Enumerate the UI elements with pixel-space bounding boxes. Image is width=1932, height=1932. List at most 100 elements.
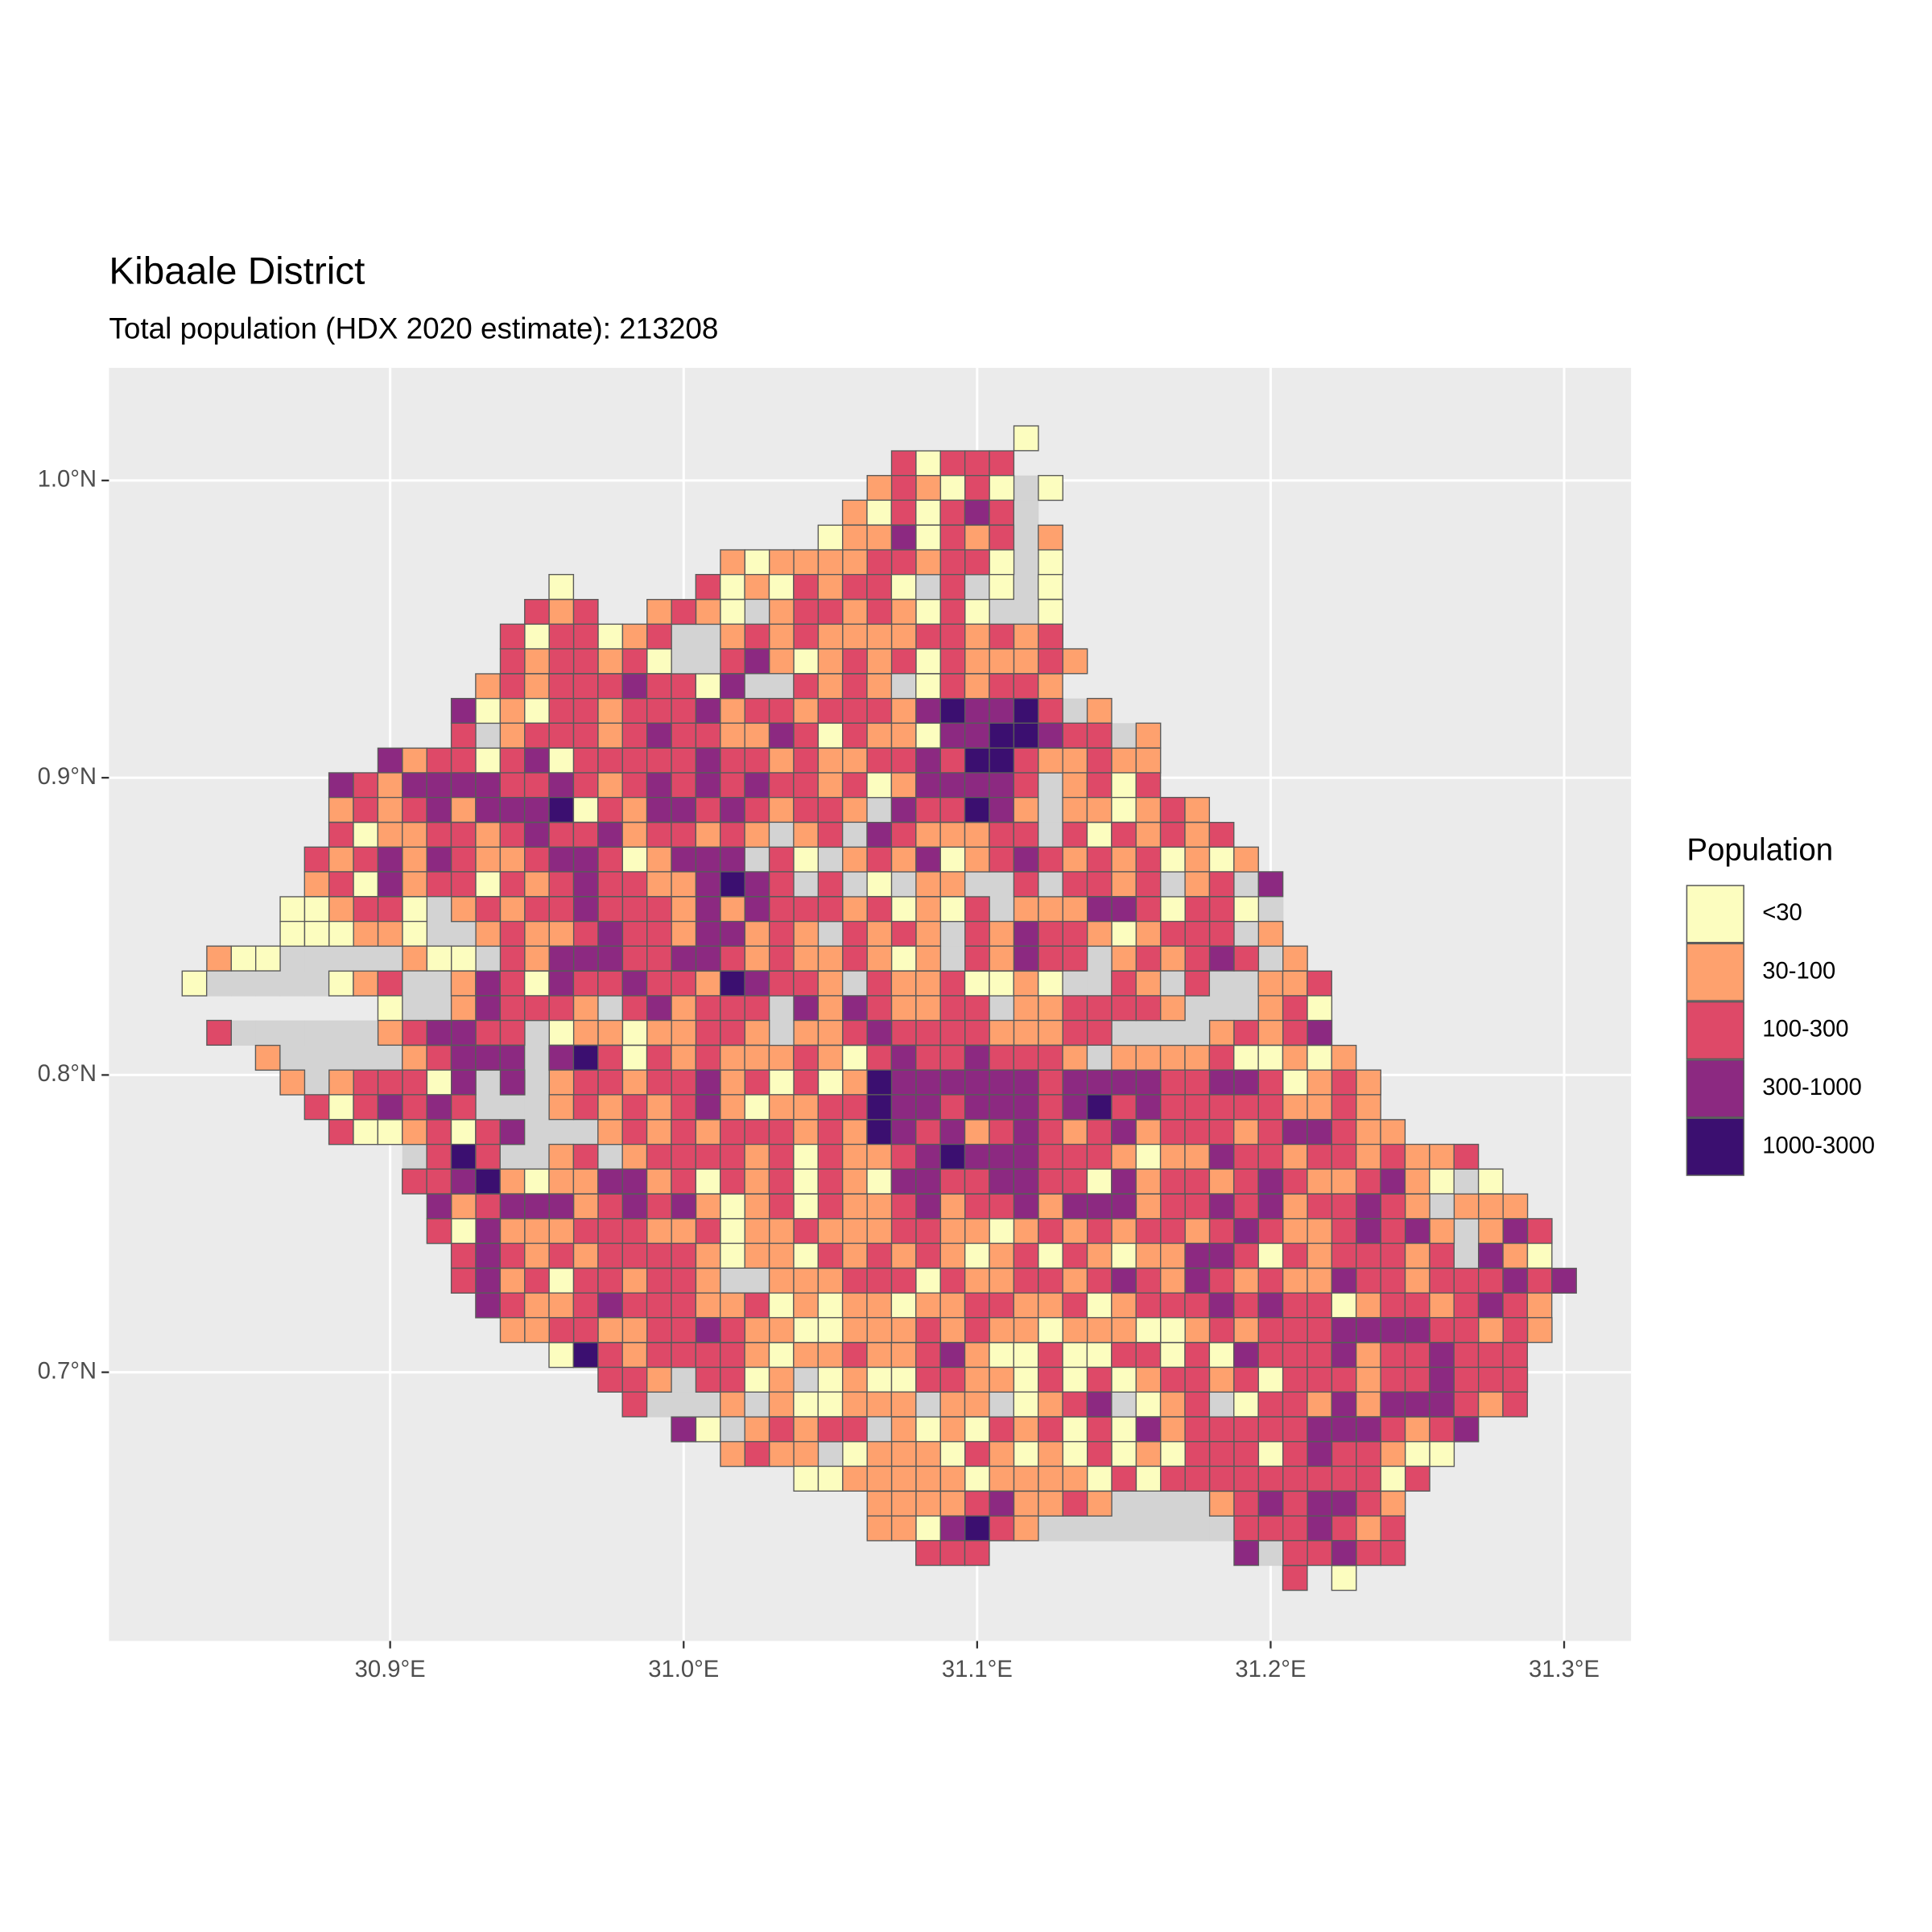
no-data-cell [915, 1392, 941, 1418]
population-cell [695, 1019, 721, 1046]
no-data-cell [206, 971, 232, 997]
population-cell [939, 1044, 966, 1071]
population-cell [1013, 1143, 1039, 1170]
population-cell [377, 1019, 403, 1046]
population-cell [964, 599, 990, 625]
no-data-cell [524, 1119, 550, 1146]
population-cell [1062, 1391, 1088, 1418]
population-cell [842, 896, 868, 923]
population-cell [695, 1143, 721, 1170]
population-cell [817, 1168, 844, 1195]
population-cell [1086, 1441, 1113, 1468]
legend-swatch [1686, 1059, 1744, 1118]
population-cell [1380, 1317, 1406, 1344]
no-data-cell [353, 946, 379, 972]
population-cell [1208, 1267, 1235, 1294]
no-data-cell [1013, 475, 1039, 502]
no-data-cell [1136, 1020, 1162, 1046]
population-cell [793, 995, 819, 1022]
population-cell [1062, 648, 1088, 675]
population-cell [1356, 1465, 1381, 1492]
legend-label: 1000-3000 [1762, 1133, 1875, 1158]
population-cell [1184, 1168, 1211, 1195]
population-cell [1380, 1416, 1406, 1443]
population-cell [1429, 1218, 1455, 1245]
population-cell [1233, 1490, 1260, 1517]
population-cell [842, 995, 868, 1022]
no-data-cell [891, 871, 917, 898]
population-cell [475, 1143, 501, 1170]
population-cell [1013, 1069, 1039, 1096]
population-cell [1111, 1342, 1137, 1368]
population-cell [1356, 1490, 1381, 1517]
population-cell [353, 1119, 379, 1146]
population-cell [1380, 1242, 1406, 1269]
population-cell [1184, 1366, 1211, 1393]
population-cell [1038, 549, 1063, 576]
population-cell [744, 796, 770, 824]
legend: Population <3030-100100-300300-10001000-… [1686, 833, 1875, 1176]
population-cell [548, 623, 575, 650]
population-cell [1307, 1242, 1333, 1269]
population-cell [1062, 747, 1088, 774]
no-data-cell [1112, 1516, 1137, 1542]
no-data-cell [1087, 971, 1113, 997]
population-cell [1160, 1267, 1186, 1294]
population-cell [939, 1019, 966, 1046]
population-cell [671, 1242, 697, 1269]
population-cell [1038, 1267, 1063, 1294]
population-cell [817, 970, 844, 997]
population-cell [841, 1342, 868, 1368]
population-cell [671, 920, 697, 947]
population-cell [1404, 1416, 1430, 1443]
population-cell [646, 697, 672, 724]
population-cell [1282, 1441, 1308, 1468]
population-cell [915, 821, 941, 848]
population-cell [1257, 1441, 1284, 1468]
population-cell [1184, 1193, 1211, 1220]
population-cell [1086, 1267, 1113, 1294]
population-cell [548, 821, 575, 848]
population-cell [720, 1069, 746, 1096]
population-cell [548, 648, 575, 675]
population-cell [817, 1267, 844, 1294]
no-data-cell [304, 1020, 330, 1046]
population-cell [1062, 1490, 1088, 1517]
population-cell [475, 1267, 502, 1294]
population-cell [524, 1218, 550, 1245]
population-cell [695, 1168, 721, 1195]
population-cell [989, 1069, 1015, 1096]
population-cell [1086, 1143, 1113, 1170]
population-cell [1086, 796, 1113, 824]
population-cell [793, 1292, 819, 1319]
population-cell [597, 623, 624, 650]
population-cell [817, 1193, 844, 1220]
population-cell [1038, 1069, 1063, 1096]
population-cell [842, 1193, 868, 1220]
population-cell [1111, 1317, 1137, 1344]
population-cell [1038, 995, 1063, 1022]
population-cell [720, 1342, 745, 1368]
population-cell [1111, 772, 1137, 799]
population-cell [523, 673, 550, 700]
population-cell [1404, 1366, 1430, 1393]
population-cell [621, 896, 648, 923]
population-cell [915, 524, 941, 551]
population-cell [1184, 1441, 1211, 1468]
population-cell [720, 846, 745, 873]
population-cell [744, 920, 770, 947]
population-cell [377, 747, 403, 774]
population-cell [1502, 1292, 1529, 1319]
population-cell [1086, 1069, 1113, 1096]
population-cell [1086, 697, 1113, 724]
population-cell [1135, 945, 1162, 972]
population-cell [720, 1044, 745, 1071]
population-cell [1086, 1292, 1113, 1319]
population-cell [1380, 1391, 1406, 1418]
population-cell [1551, 1267, 1577, 1294]
x-tick-label: 31.3°E [1529, 1657, 1600, 1682]
population-cell [720, 1193, 746, 1220]
population-cell [499, 920, 526, 947]
population-cell [915, 499, 941, 526]
population-cell [1013, 1515, 1039, 1542]
